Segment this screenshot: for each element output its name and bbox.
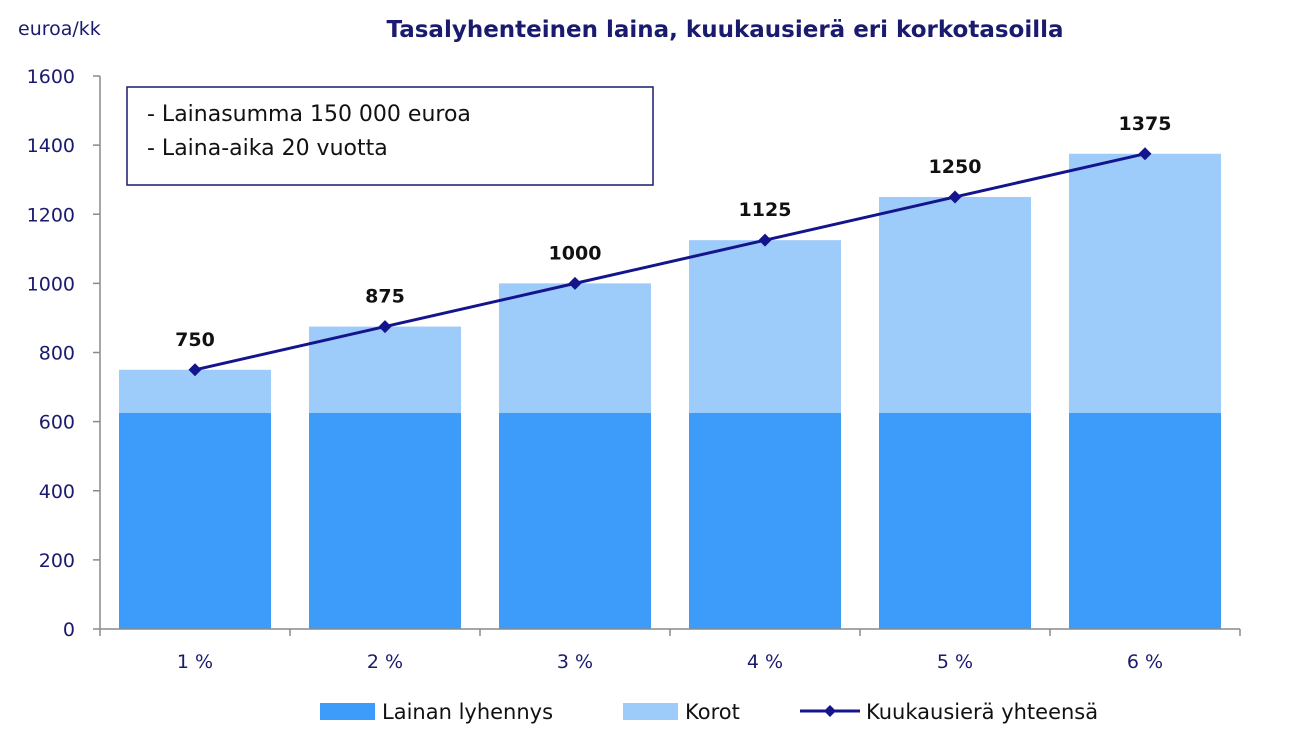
- y-tick-label: 1000: [27, 273, 75, 295]
- bar-lainan-lyhennys-3: [499, 412, 651, 629]
- y-axis-unit-label: euroa/kk: [18, 18, 101, 40]
- annotation-line-loan-term: - Laina-aika 20 vuotta: [147, 136, 388, 161]
- data-label: 1250: [929, 156, 982, 178]
- x-tick-label: 4 %: [747, 651, 783, 673]
- x-tick-label: 3 %: [557, 651, 593, 673]
- x-tick-label: 6 %: [1127, 651, 1163, 673]
- line-marker-6: [1138, 147, 1152, 161]
- annotation-line-loan-amount: - Lainasumma 150 000 euroa: [147, 102, 471, 127]
- legend-label-lainan-lyhennys: Lainan lyhennys: [382, 700, 553, 724]
- bar-lainan-lyhennys-4: [689, 412, 841, 629]
- bar-korot-5: [879, 196, 1031, 413]
- legend-label-korot: Korot: [685, 700, 740, 724]
- y-tick-label: 600: [39, 412, 75, 434]
- bar-lainan-lyhennys-5: [879, 412, 1031, 629]
- bar-lainan-lyhennys-2: [309, 412, 461, 629]
- bar-korot-3: [499, 283, 651, 413]
- y-tick-label: 400: [39, 481, 75, 503]
- y-tick-label: 1200: [27, 204, 75, 226]
- bar-korot-2: [309, 326, 461, 413]
- line-marker-4: [758, 233, 772, 247]
- data-label: 1125: [739, 199, 792, 221]
- x-tick-label: 1 %: [177, 651, 213, 673]
- data-label: 1375: [1119, 113, 1172, 135]
- y-tick-label: 1400: [27, 135, 75, 157]
- legend: Lainan lyhennys Korot Kuukausierä yhteen…: [320, 700, 1098, 724]
- legend-swatch-lainan-lyhennys: [320, 703, 375, 720]
- line-marker-1: [188, 363, 202, 377]
- line-kuukausiera-yhteensa: [194, 152, 1146, 372]
- y-tick-label: 800: [39, 343, 75, 365]
- bar-korot-4: [689, 240, 841, 413]
- bar-korot-1: [119, 369, 271, 413]
- y-tick-label: 1600: [27, 66, 75, 88]
- x-tick-label: 2 %: [367, 651, 403, 673]
- data-label: 750: [175, 329, 215, 351]
- y-tick-label: 0: [63, 619, 75, 641]
- legend-marker-kuukausiera: [824, 705, 836, 717]
- bar-lainan-lyhennys-1: [119, 412, 271, 629]
- line-marker-3: [568, 276, 582, 290]
- bar-lainan-lyhennys-6: [1069, 412, 1221, 629]
- legend-label-kuukausiera: Kuukausierä yhteensä: [866, 700, 1098, 724]
- line-marker-5: [948, 190, 962, 204]
- annotation-box: - Lainasumma 150 000 euroa - Laina-aika …: [126, 86, 654, 186]
- bar-korot-6: [1069, 153, 1221, 413]
- y-tick-label: 200: [39, 550, 75, 572]
- plot-area: 0 200 400 600 800 1000 1200 1400 1600 1 % 2 % 3 % 4 …: [27, 66, 1241, 673]
- data-label: 1000: [549, 242, 602, 264]
- chart-title: Tasalyhenteinen laina, kuukausierä eri k…: [386, 17, 1063, 43]
- x-tick-label: 5 %: [937, 651, 973, 673]
- data-label: 875: [365, 286, 405, 308]
- legend-swatch-korot: [623, 703, 678, 720]
- line-marker-2: [378, 320, 392, 334]
- annotation-frame: [126, 86, 654, 186]
